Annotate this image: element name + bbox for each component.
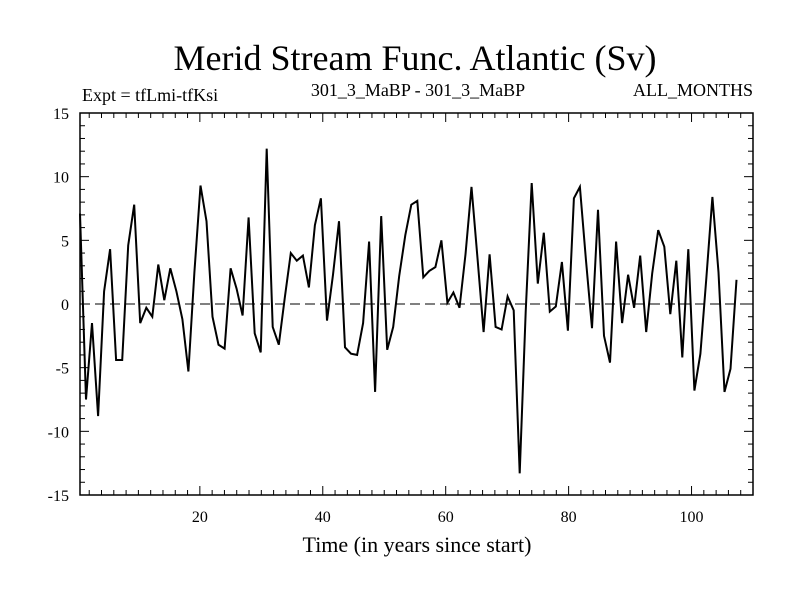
y-tick-label: -15 — [48, 488, 69, 505]
y-tick-label: 0 — [61, 297, 69, 314]
x-tick-label: 80 — [561, 509, 577, 526]
y-axis-labels: -15 -10 -5 0 5 10 15 — [48, 106, 69, 505]
y-tick-label: 10 — [53, 170, 69, 187]
series-line — [79, 148, 738, 474]
x-tick-label: 60 — [438, 509, 454, 526]
y-tick-label: 5 — [61, 233, 69, 250]
months-label: ALL_MONTHS — [633, 80, 753, 100]
x-axis-title: Time (in years since start) — [303, 532, 532, 557]
y-tick-label: 15 — [53, 106, 69, 123]
y-axis-ticks — [80, 112, 753, 496]
x-axis-ticks — [88, 113, 754, 495]
x-tick-label: 40 — [315, 509, 331, 526]
y-tick-label: -5 — [56, 361, 69, 378]
x-tick-label: 20 — [192, 509, 208, 526]
x-axis-labels: 20 40 60 80 100 — [192, 509, 704, 526]
plot-frame — [79, 112, 754, 496]
experiment-label: Expt = tfLmi-tfKsi — [82, 85, 218, 105]
chart-title: Merid Stream Func. Atlantic (Sv) — [174, 38, 657, 78]
y-tick-label: -10 — [48, 424, 69, 441]
x-tick-label: 100 — [680, 509, 704, 526]
experiment-range-label: 301_3_MaBP - 301_3_MaBP — [311, 80, 525, 100]
